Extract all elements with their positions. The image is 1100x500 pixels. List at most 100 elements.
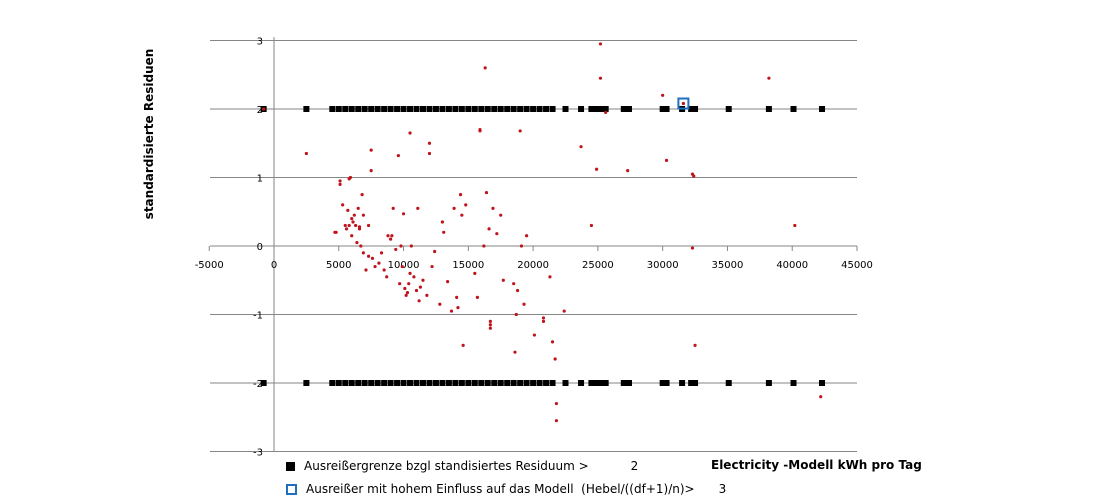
residual-point [693, 343, 697, 347]
residual-point [488, 323, 492, 327]
residual-point [562, 309, 566, 313]
x-tick-label: 35000 [712, 260, 744, 271]
residual-point [370, 256, 375, 260]
limit-marker [381, 106, 388, 112]
limit-marker [478, 106, 485, 112]
limit-marker [426, 380, 433, 386]
limit-marker [593, 106, 600, 112]
residual-point [604, 110, 608, 115]
limit-marker [491, 380, 498, 386]
residual-point [401, 212, 406, 216]
x-tick-label: -5000 [195, 260, 224, 271]
residual-point [361, 213, 365, 217]
limit-marker [374, 380, 381, 386]
residual-point [399, 244, 403, 248]
residual-point [391, 206, 395, 210]
residual-point [495, 232, 499, 236]
residual-point [403, 286, 407, 291]
residual-point [487, 227, 491, 231]
limit-marker [549, 106, 556, 112]
residual-point [475, 295, 480, 299]
limit-marker [588, 380, 595, 386]
residual-point [793, 223, 797, 228]
y-tick-label: -2 [253, 379, 263, 390]
limit-marker [504, 106, 511, 112]
residual-point [382, 268, 386, 272]
residual-point [594, 167, 599, 171]
residual-point [661, 93, 665, 97]
limit-marker [355, 106, 362, 112]
limit-marker [593, 380, 600, 386]
x-tick-label: 15000 [452, 260, 484, 271]
residual-point [550, 340, 555, 344]
residual-point [514, 312, 518, 317]
limit-marker [465, 380, 472, 386]
residual-point [598, 76, 603, 80]
limit-marker [484, 106, 491, 112]
limit-marker [790, 380, 797, 386]
limit-marker [335, 380, 342, 386]
limit-marker [765, 106, 772, 112]
x-tick-label: 45000 [841, 260, 873, 271]
limit-marker [368, 380, 375, 386]
residual-point [418, 285, 422, 289]
limit-marker [536, 106, 543, 112]
limit-marker [400, 106, 407, 112]
limit-marker [368, 106, 375, 112]
limit-marker [465, 106, 472, 112]
residual-point [409, 244, 413, 248]
black-square-icon [286, 462, 295, 471]
residual-point [519, 244, 524, 248]
residual-point [354, 223, 358, 228]
residual-point [483, 66, 487, 70]
limit-marker [491, 106, 498, 112]
residual-point [359, 244, 363, 248]
residual-point [541, 319, 546, 323]
limit-marker [374, 106, 381, 112]
residual-point [344, 227, 349, 231]
y-tick-label: 2 [257, 105, 263, 116]
limit-marker [439, 380, 446, 386]
residual-point [366, 254, 371, 258]
residual-point [377, 261, 381, 265]
y-tick-label: -3 [253, 448, 263, 459]
residual-point [440, 220, 445, 224]
limit-marker [517, 106, 524, 112]
residual-point [425, 293, 429, 297]
residual-point [405, 290, 410, 295]
limit-marker [419, 106, 426, 112]
x-tick-label: 20000 [517, 260, 549, 271]
residual-point [518, 129, 522, 133]
limit-marker [543, 380, 550, 386]
x-tick-label: 0 [271, 260, 277, 271]
residual-point [341, 203, 345, 207]
x-tick-label: 25000 [582, 260, 614, 271]
y-tick-label: 1 [257, 174, 263, 185]
residual-point [548, 275, 552, 279]
residual-point [343, 223, 347, 228]
blue-hollow-square-icon [286, 484, 297, 495]
residual-point [361, 251, 365, 255]
residual-point [412, 275, 416, 279]
residual-point [626, 169, 630, 173]
residual-point [421, 278, 425, 282]
limit-marker [602, 106, 609, 112]
limit-marker [530, 380, 537, 386]
limit-marker [497, 106, 504, 112]
limit-marker [407, 380, 414, 386]
limit-marker [329, 106, 336, 112]
limit-marker [381, 380, 388, 386]
residual-point [379, 251, 384, 255]
residual-point [430, 264, 434, 269]
limit-marker [458, 106, 465, 112]
residual-point [338, 182, 342, 186]
residual-point [352, 213, 356, 217]
legend-item-limit: Ausreißergrenze bzgl standisiertes Resid… [286, 459, 638, 473]
residual-point [690, 246, 695, 250]
limit-marker [355, 380, 362, 386]
residual-points [262, 42, 823, 423]
limit-marker [426, 106, 433, 112]
limit-marker [471, 106, 478, 112]
y-tick-label: 0 [257, 242, 263, 253]
residual-point [460, 213, 464, 217]
